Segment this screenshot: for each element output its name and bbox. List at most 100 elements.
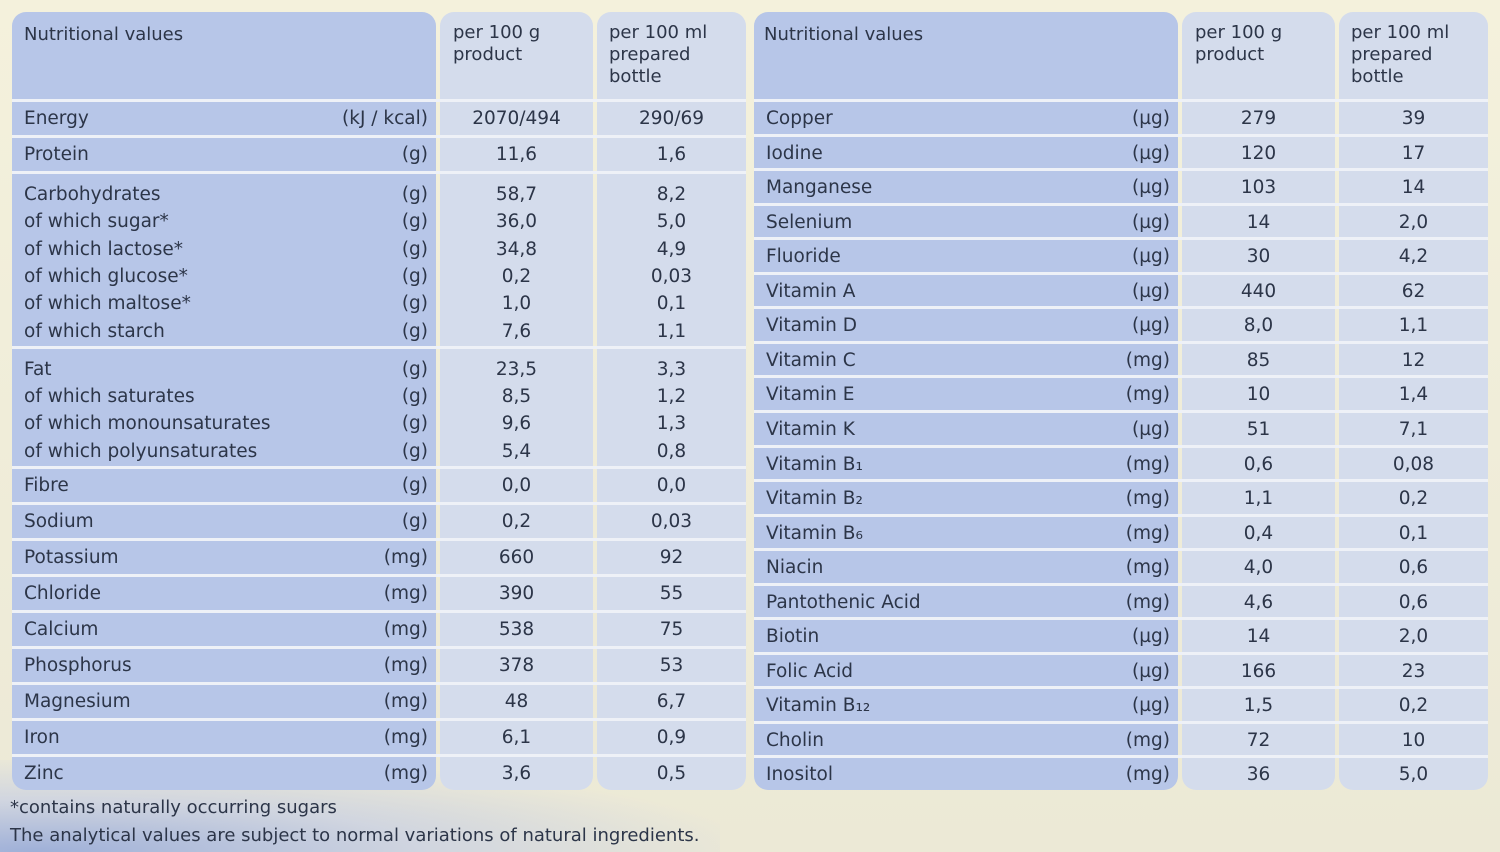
left-row-per-100g: 23,5 (495, 358, 538, 380)
right-row-per-100ml: 0,1 (1398, 522, 1429, 544)
right-row-per-100ml: 17 (1401, 142, 1426, 164)
right-row-divider (754, 237, 1488, 241)
left-row: Magnesium (mg) 48 6,7 (12, 685, 746, 718)
right-row-name: Iodine (766, 142, 823, 164)
right-header-per-100g-line2: product (1195, 44, 1265, 65)
left-row-divider (12, 345, 746, 349)
left-row-name: of which polyunsaturates (24, 440, 258, 462)
right-row-divider (754, 686, 1488, 690)
right-row-divider (754, 548, 1488, 552)
left-row: Calcium (mg) 538 75 (12, 613, 746, 646)
right-row-per-100ml: 5,0 (1398, 764, 1429, 786)
left-row-unit: (mg) (383, 727, 428, 748)
right-row-per-100g: 166 (1240, 660, 1277, 682)
left-row-name: of which saturates (24, 386, 195, 408)
left-row-divider (12, 682, 746, 685)
right-row-unit: (mg) (1125, 591, 1170, 613)
right-row-divider (754, 617, 1488, 621)
right-row-per-100g: 10 (1246, 384, 1271, 406)
right-row-divider (754, 479, 1488, 483)
left-row: of which maltose* (g) 1,0 0,1 (12, 287, 746, 314)
right-row-unit: (µg) (1132, 315, 1170, 337)
left-row: of which glucose* (g) 0,2 0,03 (12, 260, 746, 287)
right-row-divider (754, 582, 1488, 586)
right-row-per-100ml: 10 (1401, 729, 1426, 751)
left-row-name: Calcium (24, 619, 99, 640)
right-row-unit: (mg) (1125, 453, 1170, 475)
left-row: Potassium (mg) 660 92 (12, 541, 746, 574)
right-row-name: Cholin (766, 729, 824, 751)
left-row-per-100ml: 4,9 (656, 238, 687, 260)
left-row-unit: (mg) (383, 763, 428, 784)
right-row-name: Inositol (766, 764, 833, 786)
right-header-nutritional-values: Nutritional values (764, 24, 924, 45)
left-row-name: Fibre (24, 475, 69, 496)
left-row-per-100g: 0,0 (501, 475, 532, 496)
left-row-unit: (g) (401, 358, 428, 380)
left-row-name: Phosphorus (24, 655, 132, 676)
left-header-per-100ml-line2: prepared (609, 44, 691, 65)
right-row: Fluoride (µg) 30 4,2 (754, 240, 1488, 272)
right-row: Pantothenic Acid (mg) 4,6 0,6 (754, 586, 1488, 618)
right-row-per-100ml: 2,0 (1398, 626, 1429, 648)
right-row-name: Vitamin B₁ (766, 453, 863, 475)
left-row-per-100ml: 0,9 (656, 727, 687, 748)
left-header-per-100ml-line1: per 100 ml (609, 22, 708, 43)
right-row-divider (754, 202, 1488, 206)
right-row-per-100ml: 39 (1401, 108, 1426, 129)
left-row-per-100g: 7,6 (501, 320, 532, 342)
right-row-divider (754, 755, 1488, 759)
right-row-divider (754, 133, 1488, 137)
right-row-per-100ml: 23 (1401, 660, 1426, 682)
right-row-per-100ml: 62 (1401, 280, 1426, 302)
left-row-per-100g: 5,4 (501, 440, 532, 462)
right-row-per-100ml: 0,2 (1398, 488, 1429, 510)
left-row-per-100g: 2070/494 (472, 108, 561, 129)
left-row-divider (12, 538, 746, 541)
right-row-divider (754, 409, 1488, 413)
right-row-unit: (mg) (1125, 384, 1170, 406)
right-header-per-100ml-line1: per 100 ml (1351, 22, 1450, 43)
right-row: Folic Acid (µg) 166 23 (754, 655, 1488, 687)
right-nutrition-table: Nutritional values per 100 g product per… (754, 12, 1488, 790)
right-per-100g-column (1182, 12, 1335, 790)
left-row-per-100ml: 1,3 (656, 413, 687, 435)
right-row-unit: (µg) (1132, 246, 1170, 268)
right-header-per-100g: per 100 g product (1195, 22, 1282, 66)
left-row: of which sugar* (g) 36,0 5,0 (12, 205, 746, 232)
left-row-per-100ml: 0,5 (656, 763, 687, 784)
right-row-per-100g: 8,0 (1243, 315, 1274, 337)
left-row-name: of which lactose* (24, 238, 183, 260)
right-row-per-100ml: 0,2 (1398, 695, 1429, 717)
right-row-per-100g: 72 (1246, 729, 1271, 751)
right-row-unit: (mg) (1125, 764, 1170, 786)
left-row-unit: (mg) (383, 655, 428, 676)
left-row-name: Fat (24, 358, 52, 380)
left-row-per-100g: 36,0 (495, 211, 538, 233)
left-per-100g-column (440, 12, 593, 790)
left-row-per-100ml: 0,8 (656, 440, 687, 462)
left-row-unit: (mg) (383, 691, 428, 712)
left-row-per-100g: 3,6 (501, 763, 532, 784)
right-row-name: Vitamin K (766, 418, 855, 440)
right-row-per-100g: 4,0 (1243, 557, 1274, 579)
left-row-unit: (kJ / kcal) (342, 108, 428, 129)
left-row-name: Carbohydrates (24, 184, 161, 205)
right-row-per-100g: 36 (1246, 764, 1271, 786)
right-row-unit: (µg) (1132, 695, 1170, 717)
right-header-per-100ml-line2: prepared (1351, 44, 1433, 65)
right-row-unit: (µg) (1132, 418, 1170, 440)
left-row-per-100g: 538 (498, 619, 535, 640)
right-row: Manganese (µg) 103 14 (754, 171, 1488, 203)
right-row: Vitamin B₁₂ (µg) 1,5 0,2 (754, 689, 1488, 721)
left-nutrition-table: Nutritional values per 100 g product per… (12, 12, 746, 790)
left-row-name: Magnesium (24, 691, 131, 712)
right-row-unit: (µg) (1132, 626, 1170, 648)
right-row-divider (754, 99, 1488, 102)
right-row-divider (754, 306, 1488, 310)
left-row-name: of which starch (24, 320, 165, 342)
left-row-per-100ml: 53 (659, 655, 684, 676)
left-header-nutritional-values: Nutritional values (24, 24, 184, 45)
left-row: Sodium (g) 0,2 0,03 (12, 505, 746, 538)
left-row-per-100g: 6,1 (501, 727, 532, 748)
